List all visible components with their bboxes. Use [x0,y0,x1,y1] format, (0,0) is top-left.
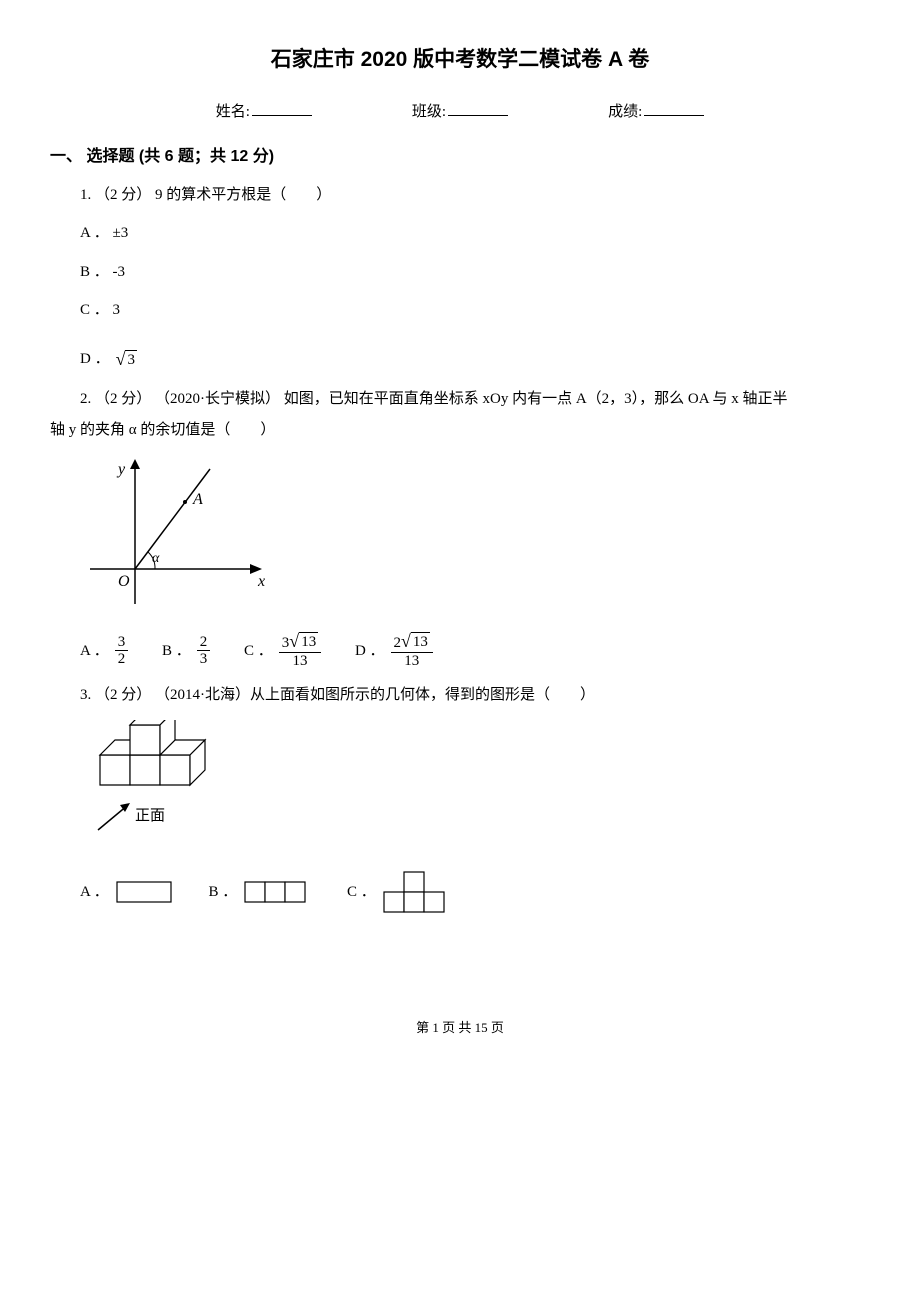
score-label: 成绩: [608,98,642,127]
x-axis-label: x [257,573,265,590]
sqrt-icon: √13 [289,632,318,651]
q1-d-radicand: 3 [125,350,137,369]
q2-b-prefix: B ． [162,637,191,666]
q1-option-a: A ． ±3 [80,219,870,248]
fraction: 2√13 13 [391,632,433,669]
q3-b-prefix: B ． [209,878,238,907]
q3-option-c: C ． [347,868,452,916]
q2-b-den: 3 [197,651,211,668]
q1-option-d: D ． √ 3 [80,345,137,374]
q2-c-coef: 3 [282,635,290,651]
q3-option-b: B ． [209,878,314,907]
q2-a-prefix: A ． [80,637,109,666]
q2-option-a: A ． 3 2 [80,634,128,668]
score-blank [644,100,704,116]
q3-a-shape [115,878,175,906]
q3-b-shape [243,878,313,906]
q2-option-b: B ． 2 3 [162,634,210,668]
q3-stem: 3. （2 分） （2014·北海）从上面看如图所示的几何体，得到的图形是（ ） [50,681,870,710]
score-field: 成绩: [608,98,704,127]
q2-a-den: 2 [115,651,129,668]
fraction: 3 2 [115,634,129,668]
radical-symbol: √ [116,350,126,368]
q3-c-prefix: C ． [347,878,376,907]
section-1-header: 一、 选择题 (共 6 题；共 12 分) [50,142,870,172]
q2-stem-line2: 轴 y 的夹角 α 的余切值是（ ） [50,416,870,445]
page-footer: 第 1 页 共 15 页 [50,1016,870,1041]
angle-label: α [152,551,160,566]
q1-option-c: C ． 3 [80,296,870,325]
q1-d-prefix: D ． [80,345,110,374]
class-label: 班级: [412,98,446,127]
class-blank [448,100,508,116]
name-blank [252,100,312,116]
q2-option-d: D ． 2√13 13 [355,632,433,669]
q1-option-b: B ． -3 [80,258,870,287]
fraction: 2 3 [197,634,211,668]
origin-label: O [118,573,130,590]
q2-stem-line1: 2. （2 分） （2020·长宁模拟） 如图，已知在平面直角坐标系 xOy 内… [50,385,870,414]
q3-option-a: A ． [80,878,175,907]
q2-d-num: 2√13 [391,632,433,653]
q2-c-prefix: C ． [244,637,273,666]
q2-c-num: 3√13 [279,632,321,653]
q2-d-prefix: D ． [355,637,385,666]
sqrt-icon: √13 [401,632,430,651]
page-title: 石家庄市 2020 版中考数学二模试卷 A 卷 [50,40,870,80]
point-a-label: A [192,491,203,508]
q2-b-num: 2 [197,634,211,652]
q2-d-den: 13 [391,653,433,670]
q2-d-coef: 2 [394,635,402,651]
q1-stem: 1. （2 分） 9 的算术平方根是（ ） [50,181,870,210]
front-label: 正面 [135,808,165,824]
meta-row: 姓名: 班级: 成绩: [50,98,870,127]
name-field: 姓名: [216,98,312,127]
q3-diagram: 正面 [80,720,870,850]
q3-a-prefix: A ． [80,878,109,907]
name-label: 姓名: [216,98,250,127]
y-axis-label: y [116,461,126,478]
q2-diagram: y x A O α [80,454,870,614]
q2-option-c: C ． 3√13 13 [244,632,321,669]
q3-c-shape [382,868,452,916]
fraction: 3√13 13 [279,632,321,669]
class-field: 班级: [412,98,508,127]
q2-a-num: 3 [115,634,129,652]
sqrt-icon: √ 3 [116,350,137,369]
q2-c-den: 13 [279,653,321,670]
